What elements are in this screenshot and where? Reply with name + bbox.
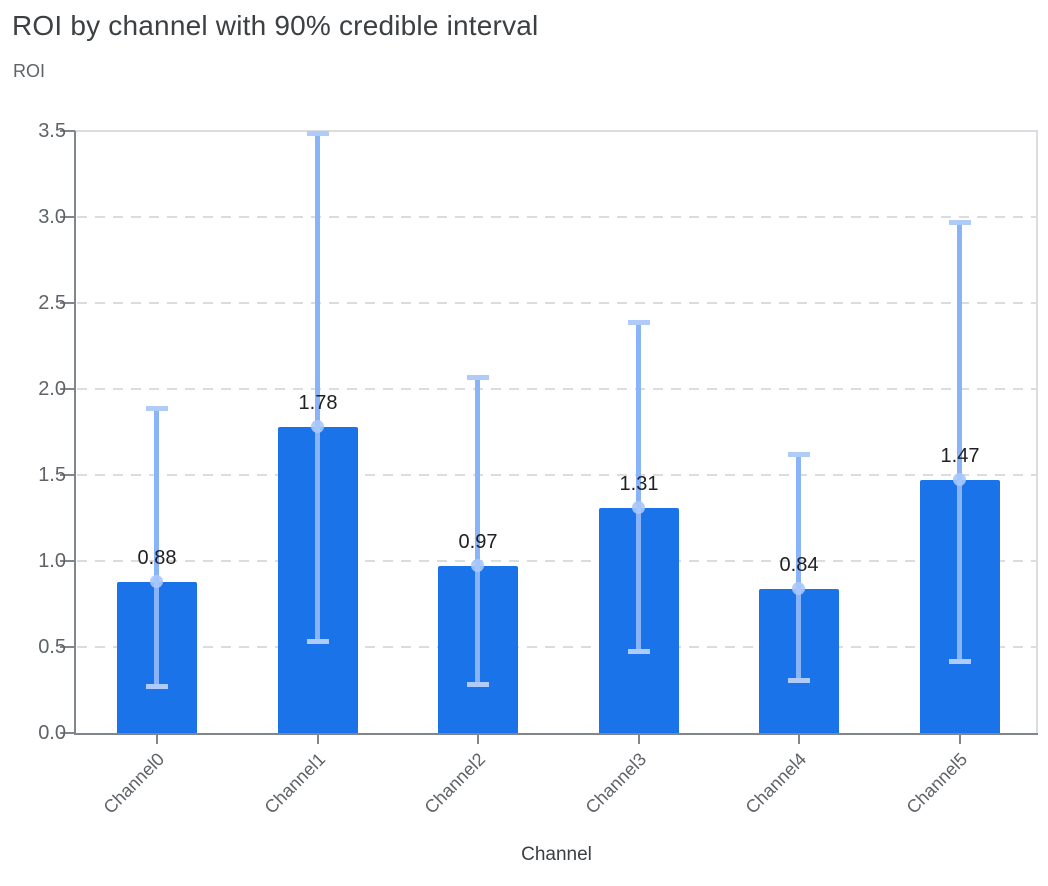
point-marker [311,420,324,433]
bar-value-label: 1.31 [619,473,659,495]
y-tick-label: 0.0 [38,722,66,744]
y-tick-mark [60,130,75,132]
y-axis-title: ROI [13,61,46,81]
bar-value-label: 0.84 [779,554,819,576]
y-tick-mark [60,646,75,648]
x-tick-mark [477,735,479,744]
gridline [77,560,1036,562]
x-axis-line [74,733,1038,735]
x-tick-mark [156,735,158,744]
gridline [77,388,1036,390]
point-marker [471,559,484,572]
x-tick-label-text: Channel3 [581,749,651,818]
y-tick-mark [60,732,75,734]
y-tick-label: 3.0 [38,206,66,228]
x-tick-label-text: Channel2 [420,749,490,818]
bar-value-label: 1.47 [940,445,980,467]
error-bar-cap-bottom [788,678,810,683]
bar-value-label: 1.78 [298,392,338,414]
error-bar-line [636,322,641,652]
x-tick-mark [638,735,640,744]
point-marker [792,582,805,595]
error-bar-line [957,222,962,662]
error-bar-line [796,454,801,681]
y-tick-mark [60,560,75,562]
gridline [77,646,1036,648]
error-bar-cap-top [788,452,810,457]
y-tick-label: 1.5 [38,464,66,486]
error-bar-line [315,133,320,642]
error-bar-cap-bottom [307,639,329,644]
x-tick-label-text: Channel4 [741,749,811,818]
error-bar-cap-top [949,220,971,225]
y-tick-label: 2.0 [38,378,66,400]
y-tick-mark [60,302,75,304]
x-tick-mark [959,735,961,744]
y-tick-label: 2.5 [38,292,66,314]
y-tick-mark [60,474,75,476]
y-tick-label: 1.0 [38,550,66,572]
bar-value-label: 0.88 [137,547,177,569]
error-bar-line [154,408,159,687]
plot-border-right [1036,130,1038,733]
chart-title: ROI by channel with 90% credible interva… [12,10,539,41]
error-bar-cap-bottom [467,682,489,687]
point-marker [150,575,163,588]
error-bar-line [475,377,480,685]
y-tick-mark [60,388,75,390]
point-marker [953,473,966,486]
error-bar-cap-top [307,131,329,136]
error-bar-cap-bottom [146,684,168,689]
error-bar-cap-bottom [949,659,971,664]
error-bar-cap-bottom [628,649,650,654]
bar-value-label: 0.97 [458,531,498,553]
error-bar-cap-top [467,375,489,380]
point-marker [632,501,645,514]
y-tick-mark [60,216,75,218]
error-bar-cap-top [628,320,650,325]
x-tick-label-text: Channel0 [99,749,169,818]
y-tick-label: 3.5 [38,120,66,142]
gridline [77,302,1036,304]
y-tick-label: 0.5 [38,636,66,658]
x-tick-mark [317,735,319,744]
x-tick-mark [798,735,800,744]
x-axis-title: Channel [521,844,592,865]
x-tick-label-text: Channel1 [260,749,330,818]
x-tick-label-text: Channel5 [902,749,972,818]
plot-border-top [75,130,1038,132]
gridline [77,216,1036,218]
gridline [77,474,1036,476]
y-axis-line [74,131,76,735]
error-bar-cap-top [146,406,168,411]
